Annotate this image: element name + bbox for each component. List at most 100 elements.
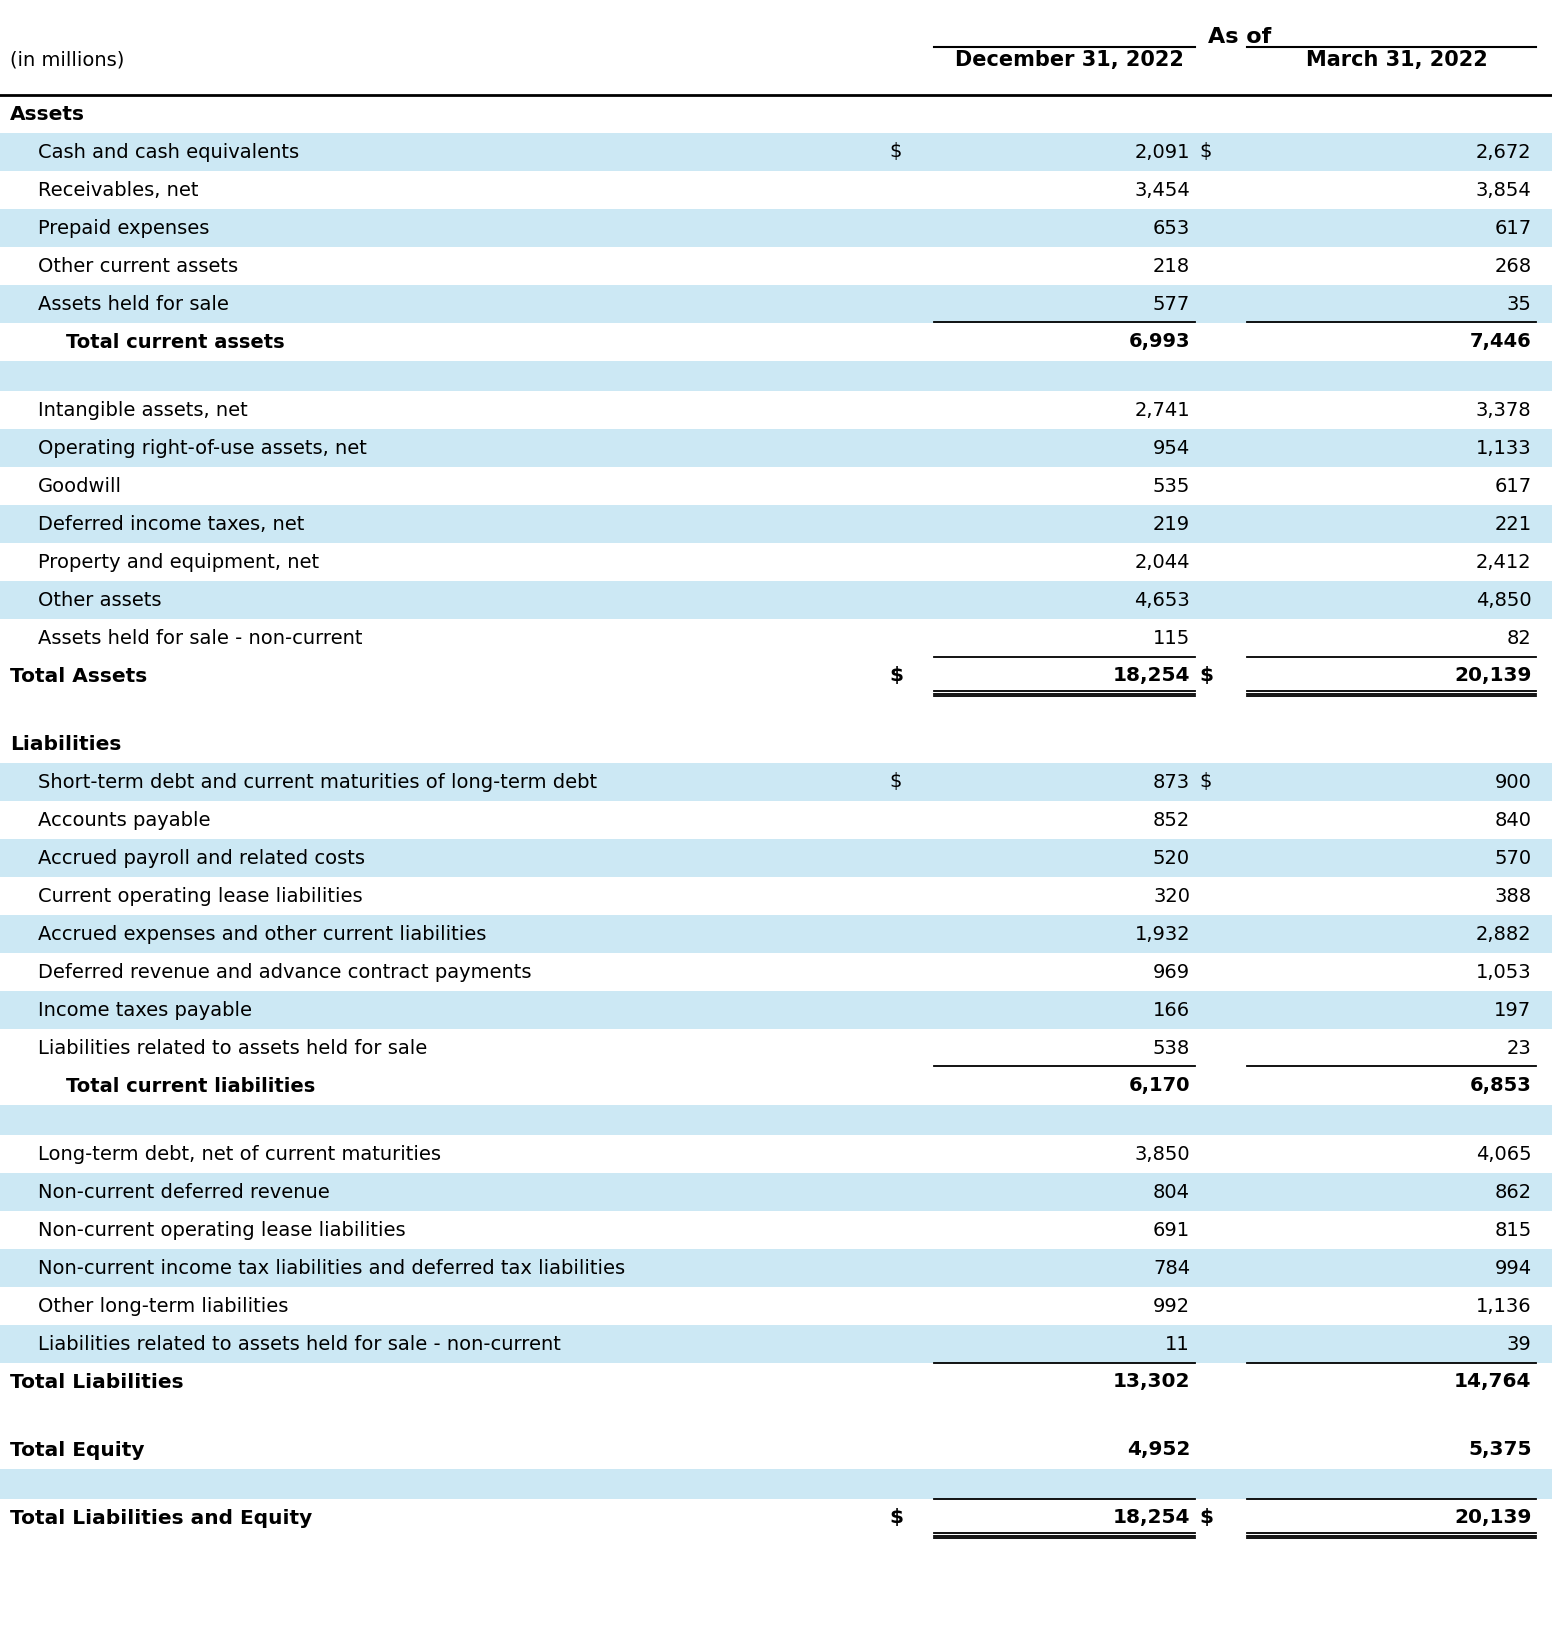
Text: Operating right-of-use assets, net: Operating right-of-use assets, net — [37, 438, 366, 458]
Text: Total Liabilities: Total Liabilities — [9, 1372, 183, 1392]
Text: Total Equity: Total Equity — [9, 1441, 144, 1459]
Text: 4,653: 4,653 — [1135, 590, 1190, 610]
Text: Non-current operating lease liabilities: Non-current operating lease liabilities — [37, 1221, 405, 1239]
Text: 5,375: 5,375 — [1468, 1441, 1532, 1459]
Text: Other current assets: Other current assets — [37, 256, 237, 275]
Text: 2,044: 2,044 — [1135, 553, 1190, 572]
Text: Short-term debt and current maturities of long-term debt: Short-term debt and current maturities o… — [37, 773, 598, 792]
Text: $: $ — [1200, 142, 1212, 161]
Text: Receivables, net: Receivables, net — [37, 181, 199, 199]
Text: 388: 388 — [1495, 887, 1532, 906]
Text: Liabilities related to assets held for sale: Liabilities related to assets held for s… — [37, 1038, 427, 1058]
Text: 804: 804 — [1153, 1182, 1190, 1201]
Text: March 31, 2022: March 31, 2022 — [1305, 51, 1488, 70]
Text: 14,764: 14,764 — [1454, 1372, 1532, 1392]
Text: $: $ — [889, 1508, 903, 1527]
Bar — [0, 429, 1552, 468]
Text: 617: 617 — [1495, 476, 1532, 496]
Text: 900: 900 — [1495, 773, 1532, 792]
Text: 840: 840 — [1495, 810, 1532, 830]
Text: 2,882: 2,882 — [1476, 924, 1532, 944]
Text: Assets held for sale - non-current: Assets held for sale - non-current — [37, 629, 363, 647]
Text: 873: 873 — [1153, 773, 1190, 792]
Text: 784: 784 — [1153, 1258, 1190, 1278]
Text: Prepaid expenses: Prepaid expenses — [37, 218, 210, 238]
Bar — [0, 505, 1552, 543]
Text: Non-current deferred revenue: Non-current deferred revenue — [37, 1182, 329, 1201]
Text: 570: 570 — [1495, 849, 1532, 867]
Text: Long-term debt, net of current maturities: Long-term debt, net of current maturitie… — [37, 1144, 441, 1164]
Text: 520: 520 — [1153, 849, 1190, 867]
Text: Total Assets: Total Assets — [9, 667, 147, 686]
Text: 2,091: 2,091 — [1135, 142, 1190, 161]
Text: $: $ — [1200, 1508, 1214, 1527]
Text: 7,446: 7,446 — [1470, 333, 1532, 352]
Text: Property and equipment, net: Property and equipment, net — [37, 553, 320, 572]
Text: $: $ — [889, 142, 902, 161]
Text: 18,254: 18,254 — [1113, 667, 1190, 686]
Text: Current operating lease liabilities: Current operating lease liabilities — [37, 887, 363, 906]
Text: 20,139: 20,139 — [1454, 1508, 1532, 1527]
Text: 23: 23 — [1507, 1038, 1532, 1058]
Text: 166: 166 — [1153, 1001, 1190, 1019]
Text: Liabilities: Liabilities — [9, 735, 121, 753]
Bar — [0, 991, 1552, 1029]
Text: 691: 691 — [1153, 1221, 1190, 1239]
Text: 11: 11 — [1166, 1335, 1190, 1353]
Text: Total current liabilities: Total current liabilities — [67, 1076, 315, 1095]
Text: 1,053: 1,053 — [1476, 962, 1532, 981]
Bar — [0, 209, 1552, 248]
Text: December 31, 2022: December 31, 2022 — [954, 51, 1184, 70]
Text: 6,170: 6,170 — [1128, 1076, 1190, 1095]
Bar — [0, 1174, 1552, 1211]
Text: As of: As of — [1209, 28, 1271, 47]
Text: Deferred income taxes, net: Deferred income taxes, net — [37, 515, 304, 533]
Text: Assets held for sale: Assets held for sale — [37, 295, 228, 313]
Text: 2,741: 2,741 — [1135, 401, 1190, 419]
Text: Cash and cash equivalents: Cash and cash equivalents — [37, 142, 300, 161]
Text: Total current assets: Total current assets — [67, 333, 284, 352]
Text: Accrued expenses and other current liabilities: Accrued expenses and other current liabi… — [37, 924, 486, 944]
Text: $: $ — [1200, 667, 1214, 686]
Text: 992: 992 — [1153, 1296, 1190, 1315]
Bar — [0, 1469, 1552, 1500]
Text: Accrued payroll and related costs: Accrued payroll and related costs — [37, 849, 365, 867]
Text: 852: 852 — [1153, 810, 1190, 830]
Text: 20,139: 20,139 — [1454, 667, 1532, 686]
Text: 653: 653 — [1153, 218, 1190, 238]
Bar — [0, 1325, 1552, 1363]
Text: Deferred revenue and advance contract payments: Deferred revenue and advance contract pa… — [37, 962, 531, 981]
Text: 4,850: 4,850 — [1476, 590, 1532, 610]
Text: Income taxes payable: Income taxes payable — [37, 1001, 251, 1019]
Bar — [0, 914, 1552, 954]
Text: 4,065: 4,065 — [1476, 1144, 1532, 1164]
Text: 268: 268 — [1495, 256, 1532, 275]
Text: 994: 994 — [1495, 1258, 1532, 1278]
Text: Assets: Assets — [9, 104, 85, 124]
Text: 13,302: 13,302 — [1113, 1372, 1190, 1392]
Bar — [0, 285, 1552, 323]
Text: 197: 197 — [1495, 1001, 1532, 1019]
Text: 3,850: 3,850 — [1135, 1144, 1190, 1164]
Text: 969: 969 — [1153, 962, 1190, 981]
Text: 18,254: 18,254 — [1113, 1508, 1190, 1527]
Bar — [0, 580, 1552, 619]
Text: Non-current income tax liabilities and deferred tax liabilities: Non-current income tax liabilities and d… — [37, 1258, 625, 1278]
Text: $: $ — [889, 773, 902, 792]
Text: 3,454: 3,454 — [1135, 181, 1190, 199]
Text: 815: 815 — [1495, 1221, 1532, 1239]
Text: 535: 535 — [1153, 476, 1190, 496]
Text: 115: 115 — [1153, 629, 1190, 647]
Text: 1,932: 1,932 — [1135, 924, 1190, 944]
Bar — [0, 763, 1552, 800]
Text: Accounts payable: Accounts payable — [37, 810, 211, 830]
Text: Intangible assets, net: Intangible assets, net — [37, 401, 248, 419]
Text: 3,854: 3,854 — [1476, 181, 1532, 199]
Text: 6,853: 6,853 — [1470, 1076, 1532, 1095]
Bar — [0, 1105, 1552, 1134]
Text: $: $ — [889, 667, 903, 686]
Text: 221: 221 — [1495, 515, 1532, 533]
Text: Other assets: Other assets — [37, 590, 161, 610]
Text: 3,378: 3,378 — [1476, 401, 1532, 419]
Text: 617: 617 — [1495, 218, 1532, 238]
